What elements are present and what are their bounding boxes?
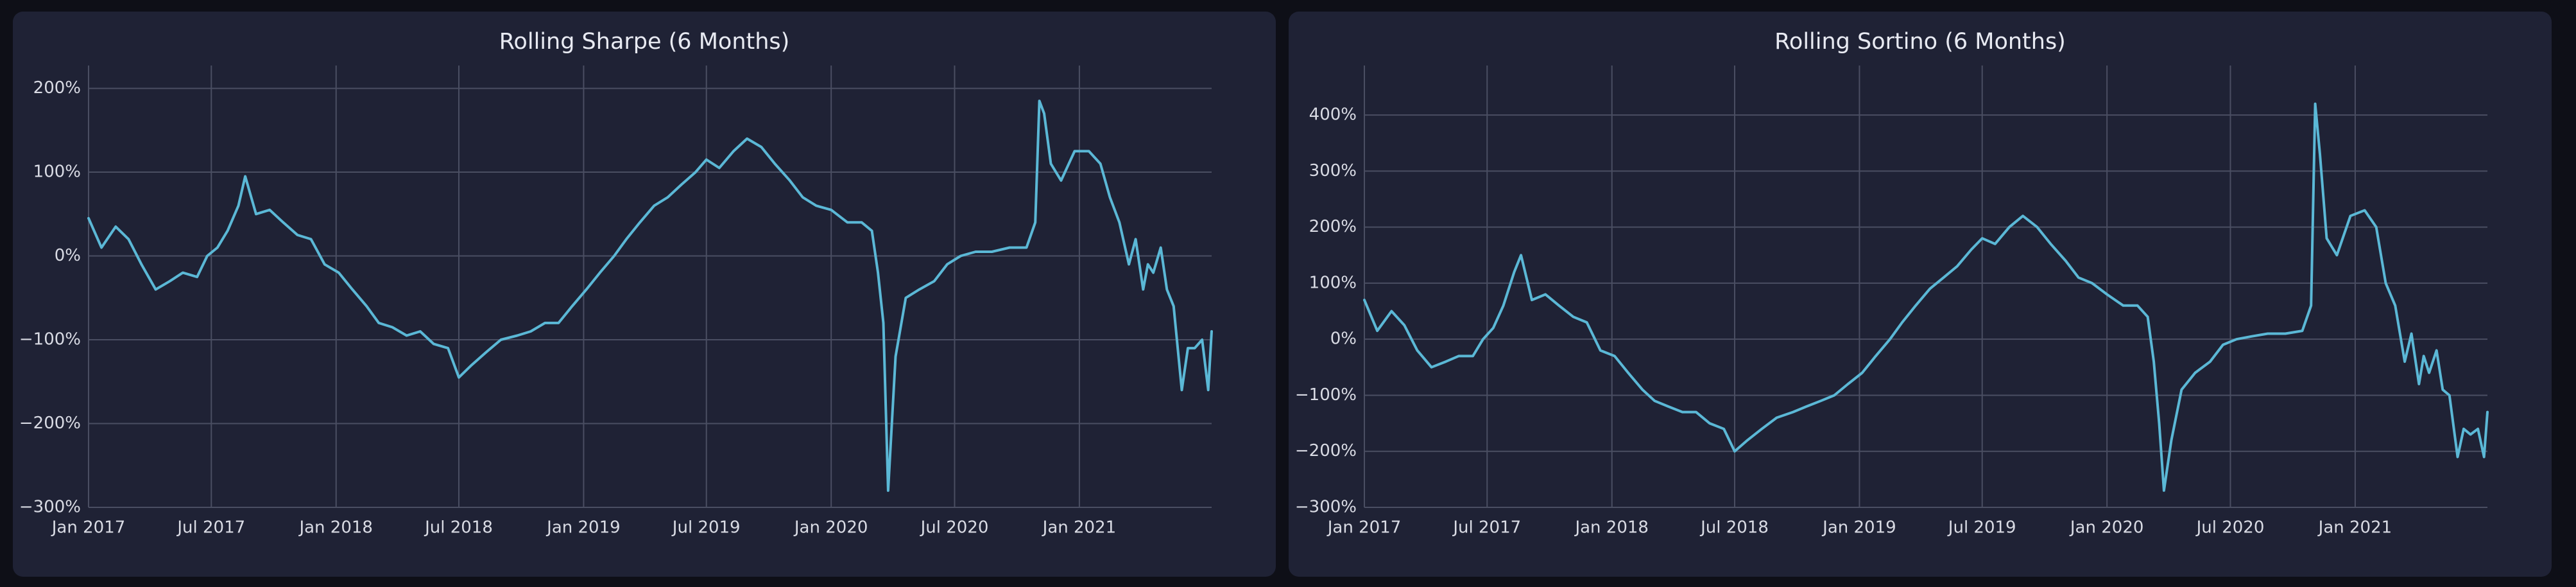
- rolling-sortino-chart: Rolling Sortino (6 Months) −300% −200% −10…: [1295, 29, 2489, 538]
- y-tick-label: −300%: [1295, 498, 1357, 517]
- x-tick-label: Jan 2021: [1042, 518, 1117, 538]
- y-tick-label: 100%: [1309, 273, 1357, 292]
- x-tick-label: Jul 2020: [2195, 518, 2265, 538]
- grid: [1364, 66, 2487, 508]
- series-line: [87, 100, 1213, 492]
- x-tick-label: Jul 2017: [176, 518, 245, 538]
- y-tick-label: 200%: [33, 78, 81, 98]
- y-tick-label: 400%: [1309, 105, 1357, 125]
- series-line: [1363, 102, 2489, 492]
- y-tick-label: 300%: [1309, 161, 1357, 180]
- x-tick-label: Jan 2018: [1574, 518, 1649, 538]
- x-tick-label: Jul 2017: [1452, 518, 1521, 538]
- x-tick-label: Jan 2021: [2317, 518, 2392, 538]
- x-tick-label: Jul 2019: [671, 518, 741, 538]
- rolling-sortino-panel: Rolling Sortino (6 Months) −300% −200% −10…: [1289, 12, 2552, 577]
- x-tick-label: Jul 2020: [920, 518, 989, 538]
- y-tick-label: −200%: [1295, 441, 1357, 460]
- y-tick-label: −200%: [19, 414, 81, 433]
- y-tick-label: 0%: [55, 246, 81, 265]
- x-tick-label: Jan 2017: [51, 518, 126, 538]
- y-tick-label: 200%: [1309, 217, 1357, 236]
- axis-labels: −300% −200% −100% 0% 100% 200% 300% 400% Jan 201…: [1295, 105, 2392, 538]
- x-tick-label: Jan 2019: [1821, 518, 1896, 538]
- y-tick-label: 100%: [33, 162, 81, 182]
- rolling-sharpe-panel: Rolling Sharpe (6 Months) −300% −200% −100…: [13, 12, 1276, 577]
- x-tick-label: Jan 2020: [793, 518, 868, 538]
- grid: [88, 66, 1212, 508]
- x-tick-label: Jul 2018: [424, 518, 493, 538]
- x-tick-label: Jan 2020: [2069, 518, 2144, 538]
- x-tick-label: Jan 2018: [298, 518, 373, 538]
- y-tick-label: 0%: [1330, 329, 1357, 349]
- x-tick-label: Jul 2019: [1947, 518, 2016, 538]
- chart-title: Rolling Sortino (6 Months): [1774, 29, 2066, 55]
- chart-title: Rolling Sharpe (6 Months): [499, 29, 790, 55]
- x-tick-label: Jan 2017: [1327, 518, 1402, 538]
- y-tick-label: −100%: [19, 330, 81, 349]
- axis-labels: −300% −200% −100% 0% 100% 200% Jan 2017 Jul 201…: [19, 78, 1116, 537]
- rolling-sharpe-chart: Rolling Sharpe (6 Months) −300% −200% −100…: [19, 29, 1213, 538]
- y-tick-label: −300%: [19, 498, 81, 517]
- x-tick-label: Jul 2018: [1699, 518, 1769, 538]
- x-tick-label: Jan 2019: [545, 518, 621, 538]
- y-tick-label: −100%: [1295, 385, 1357, 405]
